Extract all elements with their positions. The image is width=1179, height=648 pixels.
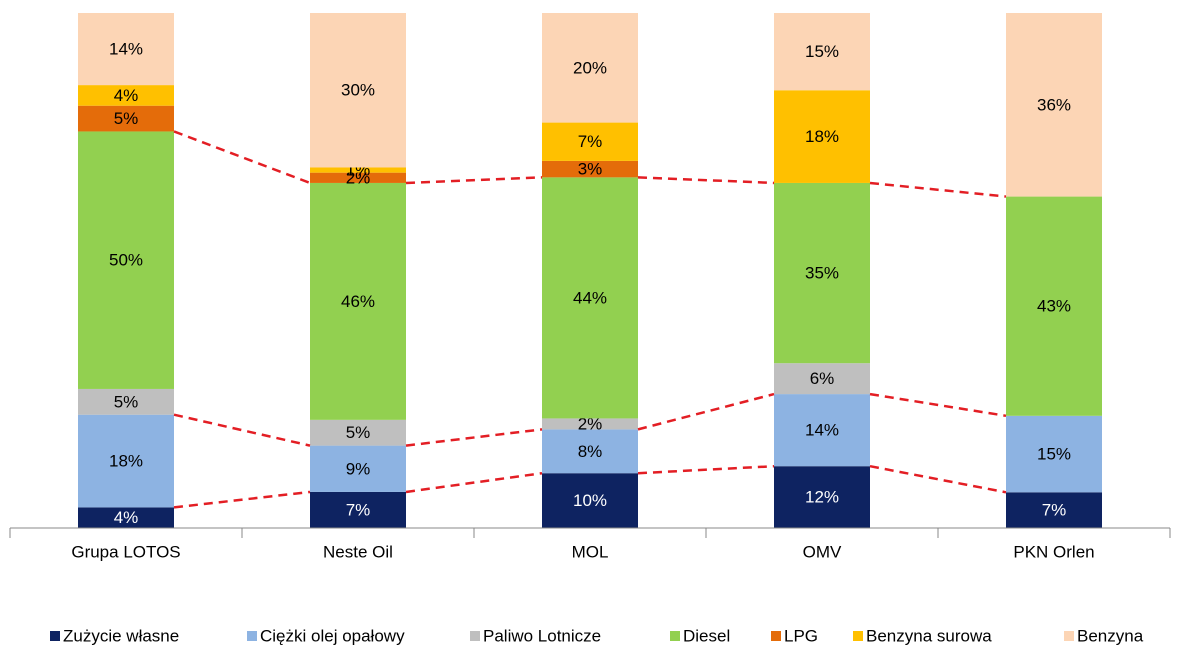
value-label: 14%	[109, 40, 143, 59]
connector	[173, 413, 311, 447]
legend-swatch	[247, 631, 257, 641]
legend-swatch	[670, 631, 680, 641]
bar-segment	[1006, 492, 1102, 528]
value-label: 8%	[578, 442, 603, 461]
value-label: 4%	[114, 508, 139, 527]
bar-segment	[542, 177, 638, 419]
value-label: 4%	[114, 86, 139, 105]
bar-segment	[78, 13, 174, 86]
connector	[173, 490, 311, 509]
value-label: 5%	[114, 392, 139, 411]
bar-segment	[774, 13, 870, 91]
bar-segment	[78, 507, 174, 528]
legend-label: Benzyna surowa	[866, 626, 992, 645]
bar-segment	[774, 394, 870, 467]
connector	[405, 428, 543, 447]
connector	[869, 392, 1007, 418]
value-label: 50%	[109, 251, 143, 270]
x-tick-label: MOL	[572, 542, 609, 561]
bar-segment	[78, 85, 174, 106]
legend-label: Benzyna	[1077, 626, 1144, 645]
value-label: 20%	[573, 58, 607, 77]
bar-segment	[774, 363, 870, 395]
legend-swatch	[470, 631, 480, 641]
legend-swatch	[50, 631, 60, 641]
legend-label: Diesel	[683, 626, 730, 645]
bar-segment	[542, 418, 638, 430]
connector	[869, 464, 1007, 494]
bar-segment	[774, 182, 870, 364]
value-label: 43%	[1037, 297, 1071, 316]
bar-segment	[78, 388, 174, 415]
x-tick-label: Neste Oil	[323, 542, 393, 561]
bar-segment	[774, 90, 870, 183]
bar-segment	[1006, 13, 1102, 197]
value-label: 12%	[805, 488, 839, 507]
bar-segment	[310, 182, 406, 420]
bar-segment	[542, 13, 638, 123]
connector	[405, 471, 543, 494]
x-tick-label: OMV	[803, 542, 842, 561]
value-label: 2%	[578, 414, 603, 433]
bar-segment	[310, 172, 406, 183]
value-label: 30%	[341, 81, 375, 100]
bar-segment	[542, 429, 638, 474]
value-label: 35%	[805, 264, 839, 283]
bar-segment	[774, 466, 870, 528]
value-label: 15%	[1037, 445, 1071, 464]
bar-segment	[542, 473, 638, 528]
connector	[637, 392, 775, 431]
bar-segment	[1006, 415, 1102, 493]
value-label: 7%	[346, 500, 371, 519]
value-label: 10%	[573, 491, 607, 510]
bar-segment	[542, 160, 638, 178]
bar-segment	[310, 419, 406, 446]
value-label: 5%	[114, 109, 139, 128]
bar-segment	[1006, 196, 1102, 416]
bar-segment	[310, 445, 406, 492]
connector	[869, 181, 1007, 198]
value-label: 18%	[805, 127, 839, 146]
connector	[637, 464, 775, 475]
connector	[173, 130, 311, 185]
bar-segment	[310, 167, 406, 173]
bar-segment	[78, 414, 174, 508]
bar-segment	[310, 491, 406, 528]
value-label: 44%	[573, 288, 607, 307]
bar-segment	[78, 131, 174, 389]
x-tick-label: PKN Orlen	[1013, 542, 1094, 561]
value-label: 6%	[810, 369, 835, 388]
legend-label: Zużycie własne	[63, 626, 179, 645]
legend-swatch	[771, 631, 781, 641]
value-label: 18%	[109, 452, 143, 471]
legend-label: Paliwo Lotnicze	[483, 626, 601, 645]
bar-segment	[310, 13, 406, 168]
value-label: 14%	[805, 421, 839, 440]
value-label: 3%	[578, 160, 603, 179]
value-label: 46%	[341, 292, 375, 311]
value-label: 5%	[346, 423, 371, 442]
value-label: 15%	[805, 42, 839, 61]
value-label: 7%	[578, 132, 603, 151]
value-label: 7%	[1042, 501, 1067, 520]
connector	[405, 176, 543, 185]
connector	[637, 176, 775, 185]
bar-segment	[542, 122, 638, 161]
legend-label: Ciężki olej opałowy	[260, 626, 405, 645]
legend-swatch	[853, 631, 863, 641]
value-label: 2%	[346, 168, 371, 187]
x-tick-label: Grupa LOTOS	[71, 542, 180, 561]
legend-label: LPG	[784, 626, 818, 645]
value-label: 36%	[1037, 95, 1071, 114]
legend-swatch	[1064, 631, 1074, 641]
value-label: 9%	[346, 459, 371, 478]
bar-segment	[78, 105, 174, 132]
